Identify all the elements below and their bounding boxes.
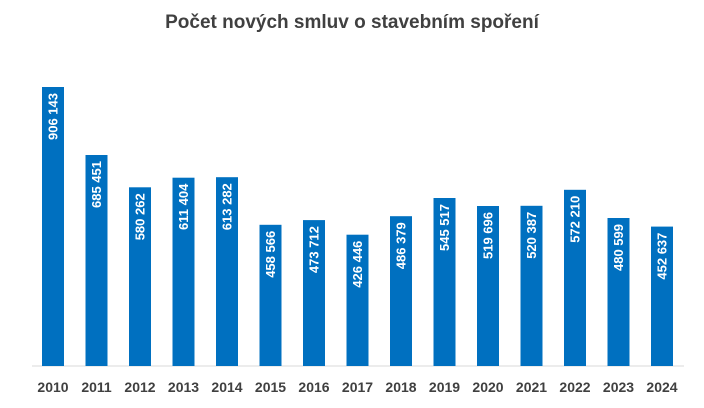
chart-title: Počet nových smluv o stavebním spoření (165, 12, 539, 33)
x-tick-label-2011: 2011 (81, 379, 112, 395)
data-label-2017: 426 446 (350, 241, 365, 288)
x-tick-label-2017: 2017 (342, 379, 373, 395)
data-label-2020: 519 696 (481, 212, 496, 259)
data-label-2012: 580 262 (133, 193, 148, 240)
bar-2021 (520, 205, 543, 366)
bar-2018 (390, 216, 412, 366)
data-label-2021: 520 387 (524, 212, 539, 259)
bar-2013 (172, 177, 195, 366)
data-label-2010: 906 143 (46, 93, 61, 140)
data-label-2015: 458 566 (263, 231, 278, 278)
bar-2019 (433, 198, 456, 366)
x-tick-label-2013: 2013 (168, 379, 199, 395)
data-label-2011: 685 451 (89, 161, 104, 208)
x-tick-label-2023: 2023 (603, 379, 634, 395)
bar-2010 (42, 87, 64, 366)
bars-group: 906 143 685 451 580 262 611 404 613 282 458 5… (42, 87, 673, 366)
bar-2024 (651, 226, 673, 366)
x-tick-label-2010: 2010 (37, 379, 68, 395)
x-tick-label-2012: 2012 (124, 379, 155, 395)
data-label-2023: 480 599 (611, 224, 626, 271)
x-tick-label-2020: 2020 (472, 379, 503, 395)
bar-2012 (129, 187, 151, 366)
bar-2015 (259, 224, 282, 366)
bar-2011 (85, 155, 108, 366)
bar-2020 (477, 206, 499, 366)
data-label-2022: 572 210 (568, 196, 583, 243)
data-label-2024: 452 637 (655, 233, 670, 280)
x-tick-label-2019: 2019 (429, 379, 460, 395)
data-label-2016: 473 712 (307, 226, 322, 273)
data-label-2013: 611 404 (176, 183, 191, 230)
x-tick-labels: 2010 2011 2012 2013 2014 2015 2016 2017 2018 2019… (37, 379, 677, 395)
bar-2023 (607, 218, 630, 366)
x-tick-label-2021: 2021 (516, 379, 547, 395)
x-tick-label-2015: 2015 (255, 379, 286, 395)
x-tick-label-2022: 2022 (559, 379, 590, 395)
x-tick-label-2016: 2016 (298, 379, 329, 395)
bar-2016 (303, 220, 325, 366)
x-tick-label-2014: 2014 (211, 379, 242, 395)
bar-2014 (216, 177, 238, 366)
data-label-2014: 613 282 (220, 183, 235, 230)
data-label-2019: 545 517 (437, 204, 452, 251)
x-tick-label-2024: 2024 (646, 379, 677, 395)
bar-2022 (564, 189, 586, 366)
x-tick-label-2018: 2018 (385, 379, 416, 395)
bar-2017 (346, 234, 369, 366)
data-label-2018: 486 379 (394, 222, 409, 269)
